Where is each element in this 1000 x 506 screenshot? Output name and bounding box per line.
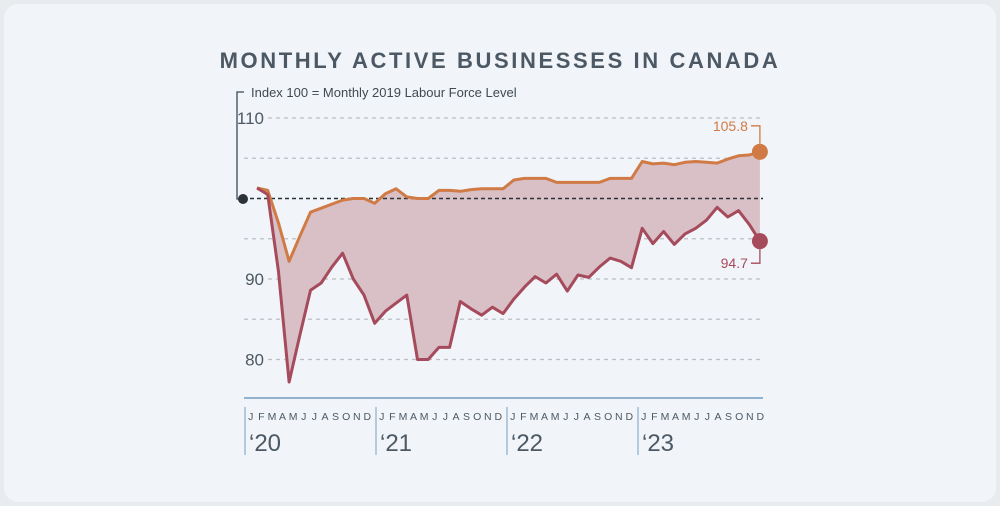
x-tick-month: N [484,411,492,423]
series-upper-line [256,150,761,263]
upper-end-label: 105.8 [713,118,748,134]
index-annotation: Index 100 = Monthly 2019 Labour Force Le… [251,85,517,100]
x-tick-month: O [473,411,482,423]
x-tick-month: D [626,411,634,423]
x-tick-month: M [420,411,429,423]
x-tick-month: F [389,411,396,423]
x-tick-month: N [615,411,623,423]
x-tick-month: D [495,411,503,423]
x-tick-month: J [641,411,647,423]
x-tick-year: ‘22 [511,430,543,457]
y-tick-label: 90 [245,270,264,289]
x-tick-month: A [452,411,460,423]
gap-area [257,151,760,382]
x-tick-month: F [258,411,265,423]
y-tick-label: 110 [237,109,264,128]
x-tick-month: A [583,411,591,423]
x-tick-month: S [463,411,471,423]
x-tick-year: ‘23 [642,430,674,457]
series-lower-line [256,186,762,384]
x-tick-month: A [672,411,680,423]
x-tick-month: J [694,411,700,423]
x-tick-month: D [757,411,765,423]
x-tick-month: J [574,411,580,423]
lower-end-point [751,233,768,250]
x-tick-month: J [312,411,318,423]
x-tick-month: J [248,411,254,423]
x-tick-month: M [289,411,298,423]
x-tick-month: A [410,411,418,423]
y-tick-label: 80 [245,351,264,370]
x-tick-month: J [705,411,711,423]
x-tick-month: M [661,411,670,423]
x-tick-month: S [594,411,602,423]
x-tick-month: S [332,411,340,423]
x-tick-month: J [510,411,516,423]
x-tick-month: A [279,411,287,423]
x-tick-month: J [301,411,307,423]
x-tick-month: O [604,411,613,423]
upper-end-point [751,143,768,160]
x-tick-month: M [399,411,408,423]
x-tick-month: A [321,411,329,423]
lower-end-label: 94.7 [721,255,748,271]
x-tick-month: A [541,411,549,423]
x-tick-month: O [342,411,351,423]
reference-dot [238,194,248,204]
x-tick-month: F [651,411,658,423]
x-tick-year: ‘21 [380,430,412,457]
x-tick-month: S [725,411,733,423]
x-tick-month: M [530,411,539,423]
x-tick-month: M [551,411,560,423]
x-tick-month: F [520,411,527,423]
x-tick-month: N [353,411,361,423]
x-tick-month: J [443,411,449,423]
x-tick-month: M [268,411,277,423]
lower-label-leader [750,249,761,264]
x-tick-month: A [714,411,722,423]
x-tick-year: ‘20 [249,430,281,457]
x-tick-month: J [563,411,569,423]
x-tick-month: J [432,411,438,423]
chart-title: MONTHLY ACTIVE BUSINESSES IN CANADA [220,48,781,73]
upper-label-leader [750,125,761,144]
x-tick-month: J [379,411,385,423]
x-tick-month: M [682,411,691,423]
x-tick-month: O [735,411,744,423]
x-tick-month: N [746,411,754,423]
x-tick-month: D [364,411,372,423]
